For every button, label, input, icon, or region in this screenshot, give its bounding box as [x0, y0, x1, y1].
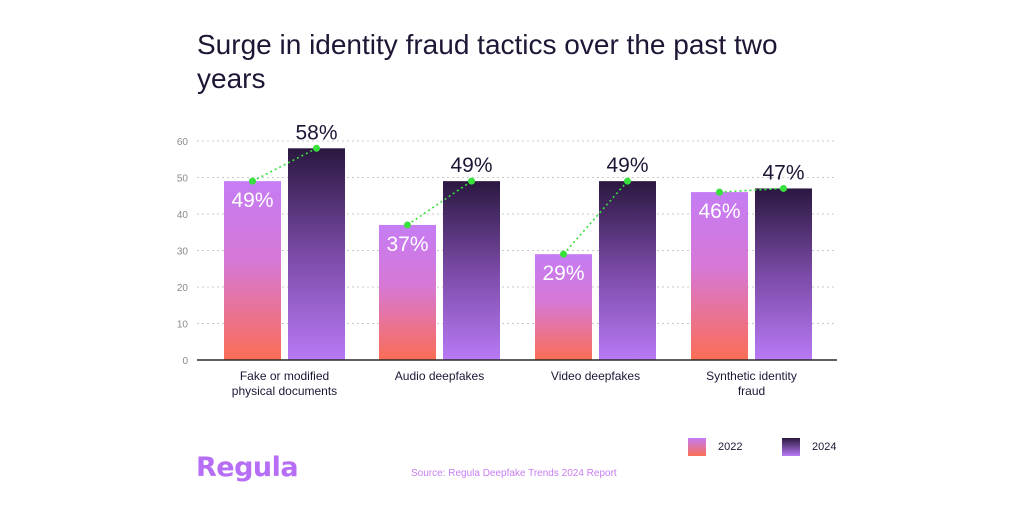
data-label-2022: 46% [698, 200, 740, 223]
data-label-2022: 37% [386, 233, 428, 256]
y-tick-label: 40 [177, 210, 189, 221]
bars [224, 148, 812, 360]
trend-point [404, 221, 411, 229]
x-tick-label: Audio deepfakes [395, 369, 484, 383]
bar-2024 [288, 148, 345, 360]
legend-item-2022: 2022 [688, 437, 742, 457]
trend-point [249, 177, 256, 185]
data-label-2024: 49% [606, 154, 648, 177]
bar-2022 [379, 224, 436, 360]
y-tick-label: 50 [177, 174, 189, 185]
y-tick-label: 60 [177, 137, 189, 148]
brand-logo: Regula [196, 452, 299, 483]
x-tick-label: Fake or modified physical documents [232, 369, 337, 398]
trend-point [560, 250, 567, 258]
x-tick-label: Synthetic identity fraud [706, 369, 797, 398]
data-labels: 49% 58% 37% 49% 29% 49% 46% 47% [231, 121, 804, 285]
trend-line [719, 187, 784, 193]
trend-point [313, 144, 320, 152]
x-tick-label: Video deepfakes [551, 369, 640, 383]
data-label-2022: 29% [542, 262, 584, 285]
bar-2022 [535, 254, 592, 360]
data-label-2022: 49% [231, 189, 273, 212]
bar-2024 [755, 188, 812, 360]
data-label-2024: 58% [295, 121, 337, 144]
bar-2024 [443, 181, 500, 360]
trend-point [716, 188, 723, 196]
y-tick-label: 10 [177, 320, 189, 331]
y-tick-label: 30 [177, 247, 189, 258]
data-label-2024: 47% [762, 161, 804, 184]
bar-2024 [599, 181, 656, 360]
y-tick-label: 0 [182, 356, 188, 367]
chart-title: Surge in identity fraud tactics over the… [197, 29, 778, 94]
trend-line [562, 180, 629, 255]
bar-2022 [224, 181, 281, 360]
axes: 0 10 20 30 40 50 60 Fake or modified physical do… [177, 137, 837, 398]
legend-swatch-2024 [782, 438, 800, 456]
trend-point [780, 184, 787, 192]
legend-item-2024: 2024 [782, 437, 836, 457]
source-note: Source: Regula Deepfake Trends 2024 Repo… [411, 468, 617, 479]
trend-lines [249, 144, 787, 258]
legend-label-2022: 2022 [718, 441, 743, 453]
trend-point [624, 177, 631, 185]
legend-label-2024: 2024 [812, 441, 837, 453]
bar-2022 [691, 192, 748, 360]
data-label-2024: 49% [450, 154, 492, 177]
bar-chart: 49% 58% 37% 49% 29% 49% 46% 47% 0 10 20 30 40 50 60 Fa… [177, 121, 837, 398]
legend-swatch-2022 [688, 438, 706, 456]
y-tick-label: 20 [177, 283, 189, 294]
trend-point [468, 177, 475, 185]
trend-line [252, 147, 317, 182]
